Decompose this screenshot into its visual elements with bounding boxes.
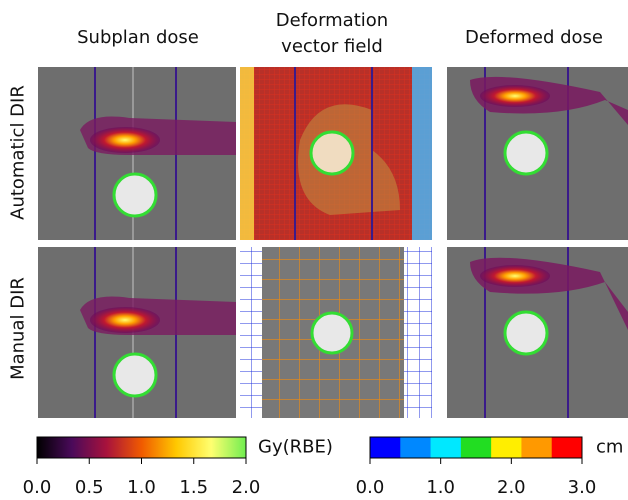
colorbar-segment — [400, 437, 431, 458]
panel — [240, 247, 432, 418]
column-title: Deformation vector field — [262, 8, 402, 60]
colorbar-segment — [521, 437, 552, 458]
tick-label: 2.0 — [497, 477, 526, 498]
colorbar-segment — [491, 437, 522, 458]
column-title: Deformed dose — [440, 25, 628, 51]
tick-label: 0.5 — [75, 477, 104, 498]
figure: Gy(RBE) 0.0 0.5 1.0 1.5 2.0 cm 0.0 1.0 2.0 3.0 Sub… — [0, 0, 628, 500]
colorbar-label: cm — [596, 437, 623, 458]
tick-label: 0.0 — [356, 477, 385, 498]
panel — [447, 67, 628, 240]
tick-label: 1.0 — [426, 477, 455, 498]
colorbar-segment — [461, 437, 492, 458]
row-label: Manual DIR — [8, 239, 29, 419]
tick-label: 2.0 — [232, 477, 261, 498]
colorbar-segment — [370, 437, 401, 458]
colorbar-segment — [552, 437, 583, 458]
panel — [38, 247, 236, 418]
tick-label: 1.0 — [127, 477, 156, 498]
panels: Gy(RBE) 0.0 0.5 1.0 1.5 2.0 cm 0.0 1.0 2.0 3.0 — [0, 0, 628, 500]
panel — [240, 67, 432, 240]
colorbar-label: Gy(RBE) — [258, 437, 333, 458]
panel — [447, 247, 628, 418]
tick-label: 3.0 — [568, 477, 597, 498]
panel — [38, 67, 236, 240]
colorbar-segment — [431, 437, 462, 458]
tick-label: 1.5 — [179, 477, 208, 498]
colorbar — [37, 437, 246, 458]
row-label: Automaticl DIR — [8, 63, 29, 243]
column-title: Subplan dose — [48, 25, 228, 51]
tick-label: 0.0 — [23, 477, 52, 498]
